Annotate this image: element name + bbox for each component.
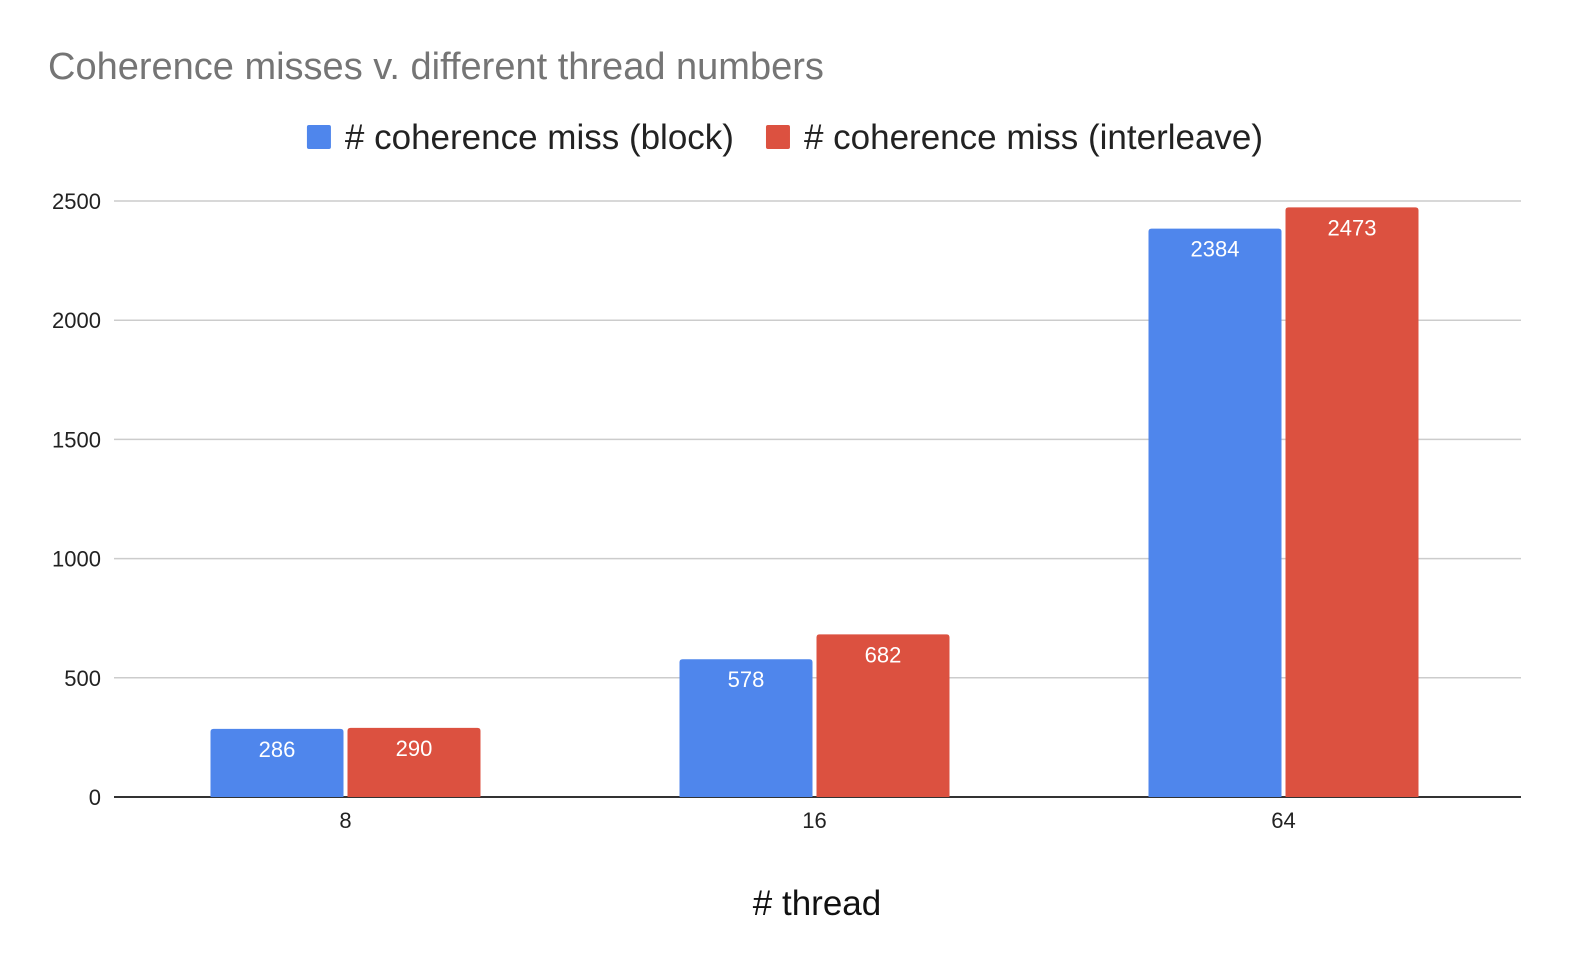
y-tick-label: 2000 xyxy=(52,308,101,333)
data-labels: 286 290 578 682 2384 2473 xyxy=(259,215,1377,761)
legend-item-block: # coherence miss (block) xyxy=(306,118,734,157)
y-axis-tick-labels: 0 500 1000 1500 2000 2500 xyxy=(52,189,101,810)
legend-swatch xyxy=(765,125,790,149)
data-label: 290 xyxy=(396,736,433,761)
x-tick-label: 16 xyxy=(802,808,826,833)
data-label: 682 xyxy=(865,642,902,667)
legend-swatch xyxy=(306,125,331,149)
bar-block-16 xyxy=(679,659,813,797)
data-label: 2384 xyxy=(1191,237,1240,262)
x-axis-tick-labels: 8 16 64 xyxy=(339,808,1295,833)
x-tick-label: 64 xyxy=(1271,808,1295,833)
legend-item-interleave: # coherence miss (interleave) xyxy=(765,118,1263,157)
legend-label: # coherence miss (interleave) xyxy=(804,118,1263,157)
y-tick-label: 500 xyxy=(64,666,101,691)
bar-interleave-16 xyxy=(816,634,950,797)
legend-label: # coherence miss (block) xyxy=(345,118,734,157)
y-tick-label: 0 xyxy=(89,785,101,810)
bar-block-64 xyxy=(1148,228,1282,797)
bar-interleave-64 xyxy=(1285,207,1419,798)
y-tick-label: 1500 xyxy=(52,427,101,452)
x-tick-label: 8 xyxy=(339,808,351,833)
bar-interleave-8 xyxy=(347,727,481,797)
data-label: 286 xyxy=(259,737,296,762)
y-tick-label: 1000 xyxy=(52,547,101,572)
bars xyxy=(210,207,1419,798)
x-axis-title: # thread xyxy=(753,884,881,923)
data-label: 578 xyxy=(728,667,765,692)
legend: # coherence miss (block) # coherence miss… xyxy=(306,118,1263,157)
chart-title: Coherence misses v. different thread num… xyxy=(48,46,824,88)
data-label: 2473 xyxy=(1328,215,1377,240)
y-tick-label: 2500 xyxy=(52,189,101,214)
bar-block-8 xyxy=(210,728,344,797)
